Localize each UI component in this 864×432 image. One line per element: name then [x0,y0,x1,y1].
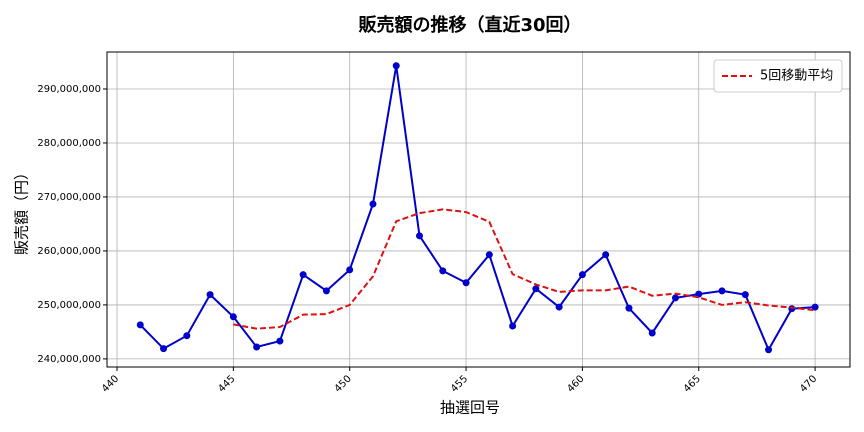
point [416,232,424,240]
y-tick-label: 240,000,000 [37,354,101,365]
point [183,332,191,340]
point [718,287,726,295]
point [369,200,377,208]
point [532,285,540,293]
point [439,267,447,275]
plot-frame [106,51,851,368]
point [671,294,679,302]
x-tick-label: 440 [100,373,121,394]
point [322,287,330,295]
x-tick-label: 460 [565,373,586,394]
point [392,62,400,70]
point [462,279,470,287]
point [253,343,261,351]
x-tick-label: 450 [333,373,354,394]
point [509,322,517,330]
y-tick-label: 260,000,000 [37,246,101,257]
series-line [139,65,816,352]
y-tick-label: 250,000,000 [37,300,101,311]
point [346,266,354,274]
point [578,271,586,279]
point [206,291,214,299]
point [625,304,633,312]
point [741,291,749,299]
point [276,337,284,345]
y-tick-label: 290,000,000 [37,84,101,95]
x-tick-label: 455 [449,373,470,394]
series-line [233,208,816,330]
point [160,345,168,353]
y-tick-label: 270,000,000 [37,192,101,203]
y-tick-label: 280,000,000 [37,138,101,149]
x-axis-label: 抽選回号 [440,399,500,417]
point [229,313,237,321]
y-axis-label: 販売額（円） [13,165,31,255]
point [299,271,307,279]
x-tick-label: 445 [216,373,237,394]
point [555,303,563,311]
point [136,321,144,329]
point [695,290,703,298]
x-tick-label: 470 [798,373,819,394]
legend-box [713,59,843,93]
point [602,251,610,259]
chart-title: 販売額の推移（直近30回） [358,14,581,36]
x-tick-label: 465 [682,373,703,394]
point [765,346,773,354]
point [648,329,656,337]
point [485,251,493,259]
point [811,303,819,311]
legend-label: 5回移動平均 [760,69,833,84]
